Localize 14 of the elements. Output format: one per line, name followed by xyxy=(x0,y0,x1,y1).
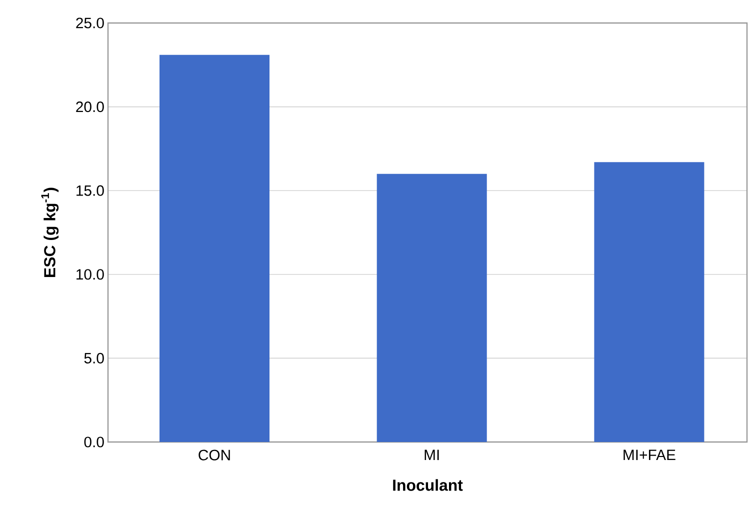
x-tick-label: CON xyxy=(198,450,230,460)
x-tick-label: MI+FAE xyxy=(624,450,676,460)
bar xyxy=(594,162,704,442)
y-tick-label: 5.0 xyxy=(84,352,104,364)
y-tick-label: 20.0 xyxy=(76,102,104,112)
y-tick-label: 10.0 xyxy=(76,269,104,280)
y-tick-label: 15.0 xyxy=(76,185,104,196)
bar xyxy=(160,54,270,442)
y-axis-title: ESC (g kg$^{-1}$) xyxy=(41,188,59,277)
y-tick-label: 25.0 xyxy=(76,18,104,28)
x-axis-title: Inoculant xyxy=(393,479,463,491)
bar xyxy=(376,174,487,442)
x-tick-label: MI xyxy=(424,450,439,460)
y-tick-label: 0.0 xyxy=(84,436,104,448)
